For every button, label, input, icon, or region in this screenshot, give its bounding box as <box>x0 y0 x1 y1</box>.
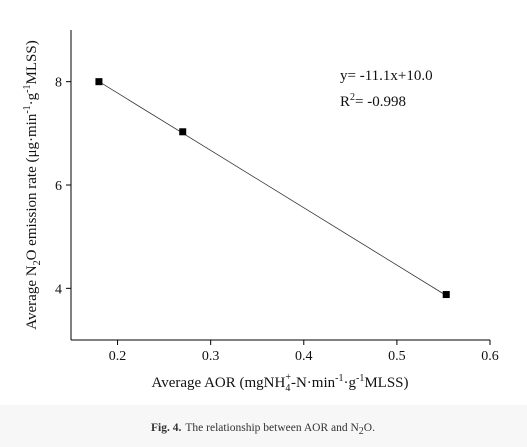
y-axis-label: Average N2O emission rate (μg·min-1·g-1M… <box>22 40 43 329</box>
y-tick-label: 8 <box>55 76 62 91</box>
equation: y= -11.1x+10.0 <box>340 68 433 84</box>
label-part: O emission rate (μg·min <box>24 113 40 260</box>
x-tick-label: 0.2 <box>109 349 127 364</box>
r-squared: R2= -0.998 <box>340 92 406 110</box>
x-tick-label: 0.6 <box>481 349 499 364</box>
caption-text: O. <box>364 422 375 434</box>
label-sup: -1 <box>335 373 343 384</box>
label-sup: -1 <box>356 373 364 384</box>
label-part: ·g <box>343 375 356 391</box>
label-sup: -1 <box>22 84 33 92</box>
x-tick-label: 0.5 <box>388 349 406 364</box>
y-tick-label: 4 <box>55 282 62 297</box>
label-part: R <box>340 94 350 110</box>
x-tick-label: 0.4 <box>295 349 313 364</box>
caption-label: Fig. 4. <box>151 422 181 434</box>
chart-background <box>0 0 527 405</box>
label-part: MLSS) <box>24 40 40 84</box>
label-sub: 2 <box>32 260 43 265</box>
x-axis-label: Average AOR (mgNH4+-N·min-1·g-1MLSS) <box>151 372 408 394</box>
label-part: MLSS) <box>364 375 408 391</box>
label-part: ·g <box>24 92 40 105</box>
label-sub: 4 <box>285 383 290 394</box>
point <box>179 128 187 136</box>
point <box>442 291 450 299</box>
fit-line <box>98 81 447 296</box>
x-tick-label: 0.3 <box>202 349 220 364</box>
label-part: -N·min <box>291 375 336 391</box>
label-part: Average AOR (mgNH <box>151 375 285 391</box>
label-sup: 2 <box>350 92 355 103</box>
y-tick-label: 6 <box>55 179 62 194</box>
caption-sub: 2 <box>359 426 364 437</box>
caption-background <box>0 405 527 447</box>
caption-text: The relationship between AOR and N <box>185 422 359 434</box>
label-sup: + <box>285 372 291 383</box>
label-sup: -1 <box>22 105 33 113</box>
point <box>95 78 103 86</box>
label-part: Average N <box>24 265 40 329</box>
label-part: = -0.998 <box>355 94 406 110</box>
caption: Fig. 4. The relationship between AOR and … <box>151 422 375 437</box>
